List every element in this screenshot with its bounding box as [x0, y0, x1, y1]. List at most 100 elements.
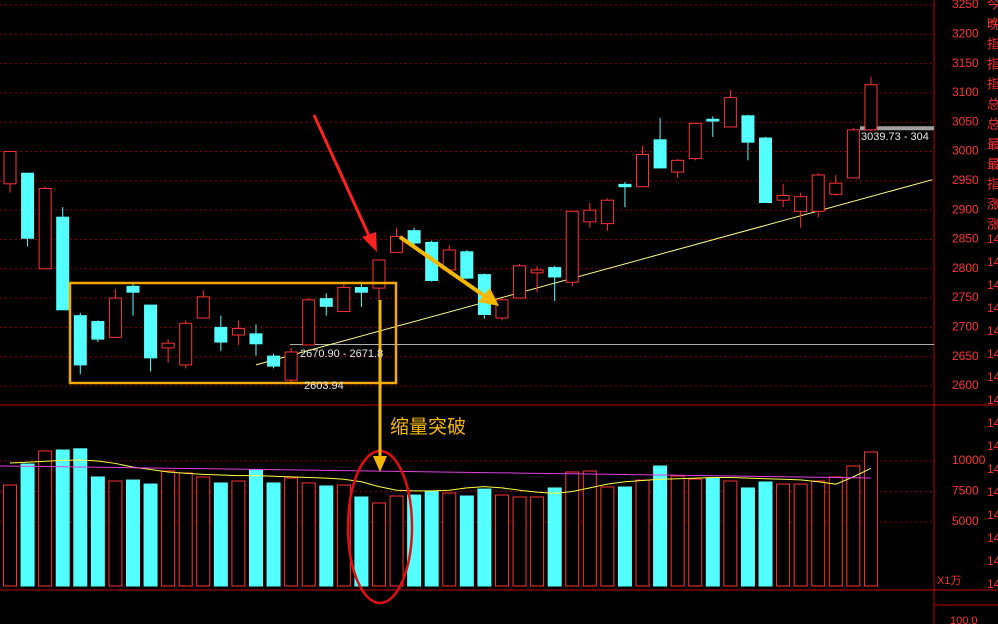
candle-body [284, 351, 298, 381]
side-label: 指 [987, 36, 998, 51]
candle-body [21, 172, 35, 239]
volume-bar [284, 477, 299, 587]
y-tick-label: 5000 [952, 514, 979, 528]
volume-bar [125, 479, 140, 587]
side-label: 14 [987, 278, 998, 292]
y-tick-label: 3250 [952, 0, 979, 11]
y-tick-label: 2750 [952, 290, 979, 304]
side-label: 指 [987, 56, 998, 71]
volume-bar [231, 480, 246, 587]
candle-body [161, 342, 175, 349]
candle-body [390, 236, 404, 253]
candle-body [688, 122, 702, 160]
side-label: 14 [987, 485, 998, 499]
volume-bar [758, 481, 773, 587]
volume-bar [336, 484, 351, 587]
volume-bar [20, 463, 35, 587]
volume-unit: X1万 [937, 575, 961, 587]
volume-bar [442, 492, 457, 587]
volume-bar [459, 495, 474, 587]
low-label: 2603.94 [304, 380, 344, 392]
volume-bar [371, 502, 386, 587]
candle-body [179, 322, 193, 366]
candle-body [653, 139, 667, 169]
red-arrow [312, 114, 377, 252]
volume-bar [213, 482, 228, 587]
side-label: 14 [987, 531, 998, 545]
side-label: 14 [987, 232, 998, 246]
candle-body [706, 118, 720, 122]
y-tick-label: 2650 [952, 349, 979, 363]
candle-body [144, 304, 158, 359]
candle-body [618, 183, 632, 188]
side-label: 晚 [987, 16, 998, 31]
side-label: 14 [987, 439, 998, 453]
volume-bar [846, 465, 861, 587]
y-tick-label: 3200 [952, 26, 979, 40]
candle-body [565, 210, 579, 283]
volume-bar [389, 495, 404, 587]
volume-bar [653, 465, 668, 587]
volume-bar [178, 472, 193, 587]
candle-body [56, 216, 70, 311]
side-label: 指 [987, 176, 998, 191]
high-label: 3039.73 - 304 [861, 131, 929, 143]
side-label: 14 [987, 393, 998, 407]
side-label: 最 [987, 156, 998, 171]
volume-bar [108, 480, 123, 587]
volume-bar [407, 494, 422, 587]
volume-bar [530, 496, 545, 587]
volume-bar [547, 487, 562, 587]
volume-bar [3, 484, 17, 587]
side-label: 涨 [987, 196, 998, 211]
high-marker [860, 126, 934, 131]
candle-body [337, 287, 351, 313]
volume-bar [617, 486, 632, 587]
candle-body [776, 195, 790, 201]
candle-body [723, 97, 737, 128]
y-tick-label: 3100 [952, 85, 979, 99]
volume-bar [319, 485, 334, 587]
volume-bar [512, 496, 527, 587]
candle-body [600, 199, 614, 225]
y-tick-label: 3000 [952, 144, 979, 158]
bottom-label: 100.0 [950, 615, 978, 624]
candle-body [671, 159, 685, 173]
volume-bar [600, 486, 615, 587]
candle-body [196, 296, 210, 319]
candle-body [829, 182, 843, 195]
candle-body [811, 174, 825, 212]
side-label: 14 [987, 301, 998, 315]
volume-bar [670, 475, 685, 587]
candle-body [354, 287, 368, 293]
orange-arrow [373, 300, 387, 472]
volume-bar [635, 479, 650, 587]
highlight-box [68, 281, 398, 385]
volume-bar [776, 483, 791, 587]
candle-body [73, 315, 87, 366]
volume-bar [266, 482, 281, 587]
plot: 2600 2650 2700 2750 2800 2850 2900 2950 3000 3050… [0, 0, 998, 591]
volume-bar [90, 476, 105, 587]
y-tick-label: 3050 [952, 114, 979, 128]
candle-body [846, 129, 860, 179]
volume-bar [793, 483, 808, 587]
y-tick-label: 2900 [952, 202, 979, 216]
candle-body [249, 333, 263, 345]
volume-bar [811, 480, 826, 587]
volume-bar [582, 470, 597, 587]
side-label: 14 [987, 324, 998, 338]
volume-bar [705, 477, 720, 587]
candle-body [407, 230, 421, 244]
side-label: 14 [987, 255, 998, 269]
volume-bar [196, 476, 211, 587]
candle-body [460, 251, 474, 279]
volume-bar [354, 496, 369, 587]
candle-body [864, 84, 878, 131]
volume-bar [723, 480, 738, 587]
candle-body [372, 259, 386, 289]
volume-bar [143, 483, 158, 587]
side-label: 总 [987, 96, 998, 111]
volume-bar [248, 469, 263, 587]
